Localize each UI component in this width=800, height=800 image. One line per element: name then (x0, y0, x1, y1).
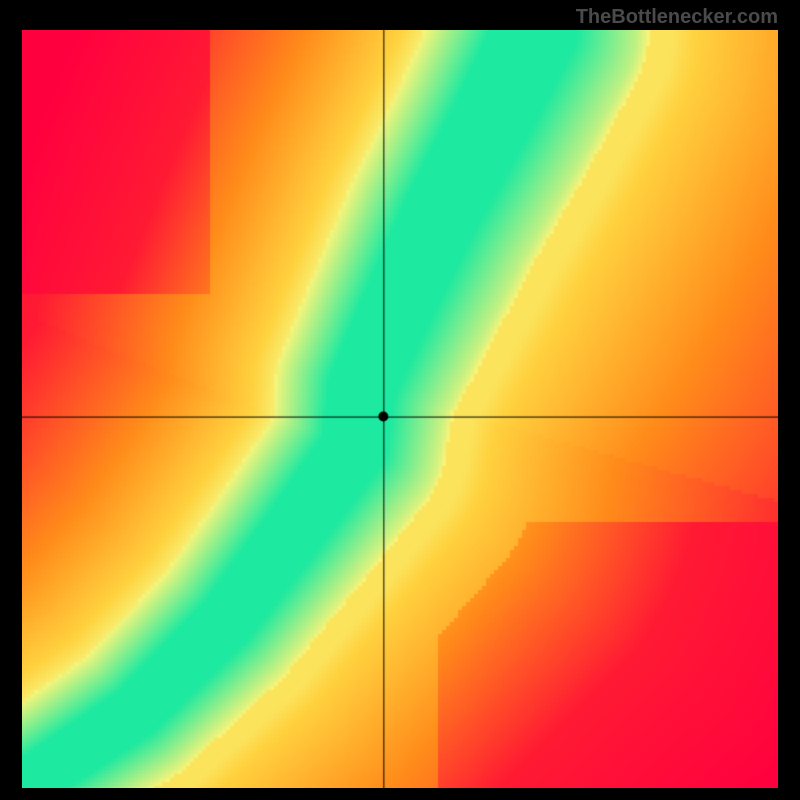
chart-container: TheBottlenecker.com (0, 0, 800, 800)
watermark-text: TheBottlenecker.com (576, 6, 778, 29)
heatmap-canvas (22, 30, 778, 788)
